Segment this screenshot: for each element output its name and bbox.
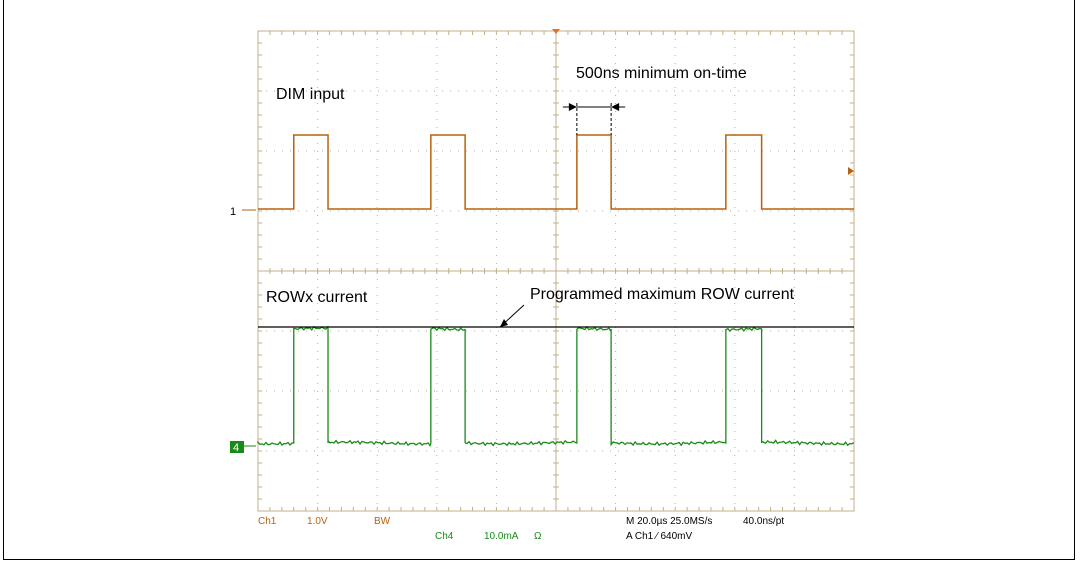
readout-timebase: M 20.0µs 25.0MS/s <box>626 516 712 527</box>
trigger-level-marker <box>848 167 854 175</box>
readout-ch1-scale: 1.0V <box>307 516 328 527</box>
readout-ch4-coupling: Ω <box>534 531 542 542</box>
oscilloscope-plot: 1 4 DIM input ROWx current 500ns minimum… <box>230 29 855 542</box>
ch1-marker-label: 1 <box>230 206 236 218</box>
ch4-marker-box <box>230 441 244 453</box>
traces <box>242 103 855 448</box>
figure-frame: 1 4 DIM input ROWx current 500ns minimum… <box>3 0 1075 560</box>
min-on-time-left-arrowhead <box>568 103 577 111</box>
dim-input-label: DIM input <box>276 86 345 103</box>
graticule <box>257 29 855 512</box>
max-current-annotation: Programmed maximum ROW current <box>530 286 795 303</box>
readout-ch4: Ch4 <box>435 531 454 542</box>
min-on-time-annotation: 500ns minimum on-time <box>576 65 747 82</box>
readout-trigger: A Ch1 ∕ 640mV <box>626 531 692 542</box>
row-current-trace <box>257 325 855 448</box>
min-on-time-right-arrowhead <box>611 103 620 111</box>
trigger-position-marker <box>552 29 560 34</box>
readout-ch1: Ch1 <box>258 516 277 527</box>
ch4-marker-label: 4 <box>233 442 239 454</box>
readout-bw: BW <box>374 516 391 527</box>
dim-input-trace <box>258 134 854 210</box>
max-current-arrowhead <box>500 319 508 327</box>
rowx-current-label: ROWx current <box>266 289 368 306</box>
readout-ch4-scale: 10.0mA <box>484 531 519 542</box>
readout-resolution: 40.0ns/pt <box>743 516 784 527</box>
